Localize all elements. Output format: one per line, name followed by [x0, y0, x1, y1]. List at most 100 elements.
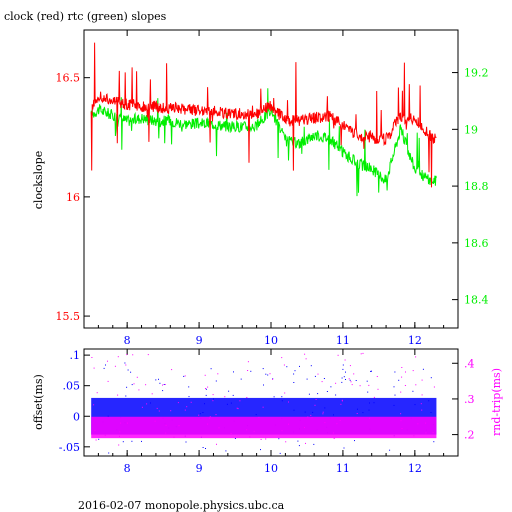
rnd-trip-point	[401, 428, 403, 429]
rnd-trip-point	[360, 353, 362, 355]
y-tick-label: 16	[66, 191, 80, 204]
y-tick-label: .1	[70, 349, 81, 362]
rnd-trip-point	[340, 403, 342, 405]
offset-point	[369, 402, 370, 404]
rnd-trip-point	[133, 383, 135, 385]
rnd-trip-point	[341, 400, 343, 402]
y-tick-label: 0	[73, 410, 80, 423]
y-tick-label: -.05	[59, 441, 80, 454]
rnd-trip-point	[126, 422, 128, 424]
offset-point	[202, 447, 204, 448]
offset-point	[312, 411, 314, 413]
rnd-trip-point	[415, 384, 417, 386]
rnd-trip-point	[404, 385, 406, 386]
rnd-trip-point	[117, 356, 119, 358]
offset-point	[345, 379, 346, 380]
x-tick-label: 9	[196, 462, 203, 475]
rnd-trip-point	[154, 420, 156, 422]
rnd-trip-point	[314, 404, 316, 406]
rnd-trip-point	[304, 353, 306, 355]
offset-point	[298, 445, 300, 447]
offset-point	[317, 393, 319, 395]
rnd-trip-point	[420, 403, 422, 405]
rnd-trip-point	[262, 406, 264, 408]
rnd-trip-point	[136, 376, 138, 378]
rnd-trip-point	[146, 403, 148, 405]
rnd-trip-point	[145, 384, 147, 386]
offset-point	[183, 375, 185, 377]
offset-point	[205, 448, 206, 449]
rnd-trip-point	[341, 399, 343, 401]
rnd-trip-point	[369, 417, 371, 419]
rnd-trip-point	[376, 376, 378, 377]
offset-point	[122, 441, 124, 443]
rnd-trip-point	[164, 384, 166, 385]
offset-point	[210, 368, 212, 370]
rnd-trip-point	[351, 384, 353, 386]
rnd-trip-point	[141, 406, 143, 408]
rnd-trip-point	[425, 432, 427, 434]
offset-point	[357, 408, 358, 410]
offset-point	[98, 438, 100, 440]
rnd-trip-point	[218, 427, 220, 429]
offset-point	[313, 443, 315, 445]
rnd-trip-point	[170, 410, 172, 412]
offset-point	[342, 368, 344, 370]
offset-point	[389, 449, 391, 451]
rnd-trip-point	[339, 420, 341, 421]
offset-point	[333, 414, 334, 416]
rnd-trip-point	[333, 432, 334, 434]
rnd-trip-point	[412, 370, 414, 372]
rnd-trip-point	[207, 423, 209, 425]
rnd-trip-point	[373, 396, 375, 398]
rnd-trip-point	[421, 394, 423, 396]
rnd-trip-point	[215, 414, 217, 416]
rnd-trip-point	[114, 365, 116, 367]
x-tick-label: 11	[336, 462, 350, 475]
offset-point	[349, 379, 351, 381]
offset-point	[422, 368, 424, 370]
rnd-trip-point	[126, 354, 128, 356]
offset-point	[125, 395, 127, 397]
rnd-trip-point	[237, 408, 239, 410]
rnd-trip-point	[400, 413, 402, 415]
rnd-trip-point	[368, 384, 370, 386]
rnd-trip-point	[353, 373, 355, 375]
offset-point	[323, 378, 325, 379]
rnd-trip-point	[91, 357, 93, 358]
rnd-trip-point	[198, 414, 200, 416]
offset-point	[127, 369, 129, 371]
rnd-trip-point	[217, 373, 219, 375]
offset-point	[414, 404, 416, 406]
y-axis-label-offset: offset(ms)	[32, 374, 45, 430]
offset-plot: 8 9 10 11 12 -.05 0 .05 .1 .2 .3 .4 offset(ms) rnd-tr…	[32, 348, 503, 475]
offset-point	[205, 388, 207, 390]
offset-point	[342, 364, 344, 366]
rnd-trip-point	[307, 416, 309, 418]
offset-point	[368, 409, 370, 411]
rnd-trip-point	[265, 438, 267, 440]
rnd-trip-point	[260, 438, 262, 440]
rnd-trip-point	[177, 402, 179, 404]
rnd-trip-point	[158, 410, 160, 412]
rnd-trip-point	[305, 442, 306, 444]
rnd-trip-point	[224, 396, 226, 398]
offset-point	[240, 378, 242, 380]
rnd-trip-point	[205, 388, 206, 389]
rnd-trip-point	[107, 360, 108, 362]
offset-point	[230, 402, 232, 404]
rnd-trip-point	[324, 422, 326, 424]
rnd-trip-point	[151, 393, 153, 395]
y2-tick-label: .2	[464, 429, 475, 442]
rnd-trip-point	[247, 370, 249, 371]
offset-point	[202, 412, 204, 413]
rnd-trip-point	[171, 369, 173, 371]
offset-point	[158, 378, 159, 380]
rnd-trip-point	[190, 401, 192, 403]
offset-point	[213, 398, 214, 400]
rnd-trip-point	[336, 423, 338, 425]
slope-plot: 8 9 10 11 12 15.5 16 16.5 18.4 18.6 18.8 19 19.2 cloc…	[32, 29, 489, 347]
rnd-trip-point	[322, 411, 324, 413]
offset-point	[260, 449, 261, 451]
rnd-trip-point	[147, 354, 149, 356]
